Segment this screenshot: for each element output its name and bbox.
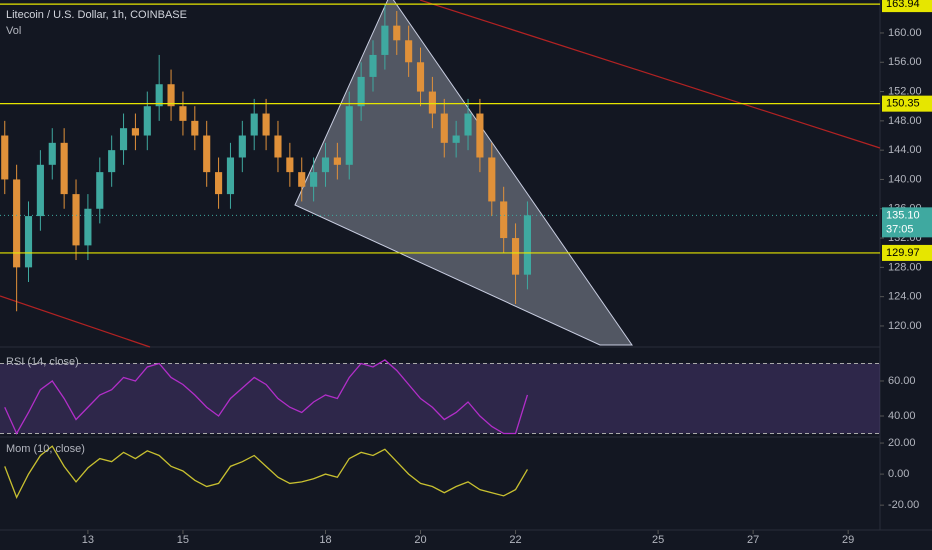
x-tick-label: 25 [652,534,664,546]
candle-body [381,25,389,55]
indicator-line [4,359,529,435]
y-tick-label: 40.00 [888,410,916,422]
candle-body [143,106,151,136]
y-tick-label: -20.00 [888,499,919,511]
trend-line [0,295,151,348]
rsi-band [0,363,880,434]
y-tick-label: 156.00 [888,56,922,68]
y-tick-label: 144.00 [888,144,922,156]
level-label: 129.97 [886,247,920,259]
candle-body [440,113,448,143]
x-tick-label: 15 [177,534,189,546]
candle-body [369,54,377,77]
candle-body [286,157,294,173]
y-tick-label: 120.00 [888,320,922,332]
y-tick-label: 124.00 [888,291,922,303]
triangle-drawing [294,0,633,346]
y-tick-label: 128.00 [888,261,922,273]
x-tick-label: 18 [319,534,331,546]
x-tick-label: 27 [747,534,759,546]
candle-body [238,135,246,158]
candle-body [262,113,270,136]
candle-body [24,216,33,268]
candle-body [48,142,56,165]
candle-body [321,157,330,173]
y-tick-label: 152.00 [888,85,922,97]
candle-body [60,142,68,195]
candle-body [405,40,413,63]
candle-body [13,179,21,268]
volume-label: Vol [6,25,21,37]
y-tick-label: 0.00 [888,468,909,480]
candle-body [1,135,9,180]
candle-body [476,113,484,158]
candle-body [36,164,44,217]
candle-body [119,128,128,151]
candle-body [511,238,520,275]
x-tick-label: 20 [414,534,426,546]
candle-body [333,157,341,165]
candle-body [226,157,235,195]
candle-body [203,135,211,173]
indicator-line [4,445,528,499]
y-tick-label: 160.00 [888,27,922,39]
candle-body [274,135,282,158]
level-label-box [882,95,932,112]
candle-body [131,128,139,136]
candle-body [523,215,531,275]
level-label-box [882,0,932,13]
y-tick-label: 60.00 [888,375,916,387]
candle-body [167,84,175,107]
trend-line [419,0,881,149]
x-tick-label: 13 [82,534,94,546]
candle-body [416,62,425,92]
candle-body [393,25,401,41]
candle-body [191,120,199,136]
candle-body [310,172,318,187]
candle-body [428,91,436,114]
y-tick-label: 20.00 [888,437,916,449]
candle-body [452,135,460,143]
last-price-box [882,207,932,238]
last-price-label: 135.10 [886,209,920,221]
rsi-title: RSI (14, close) [6,356,79,368]
level-label-box [882,244,932,261]
candle-body [500,201,508,239]
candle-body [215,172,223,195]
plot-layer [0,3,880,499]
mom-title: Mom (10, close) [6,443,85,455]
y-tick-label: 140.00 [888,173,922,185]
candle-body [250,113,258,136]
candle-body [357,76,365,107]
candle-body [464,113,472,136]
y-tick-label: 148.00 [888,115,922,127]
candle-body [488,157,496,202]
level-label: 163.94 [886,0,920,10]
candle-body [345,106,353,165]
candle-body [96,172,104,209]
x-tick-label: 22 [509,534,521,546]
candle-body [108,150,116,173]
candle-body [72,194,80,246]
candle-body [84,208,92,246]
x-tick-label: 29 [842,534,854,546]
candle-body [179,106,187,121]
countdown: 37:05 [886,223,914,235]
candle-body [298,172,306,187]
candle-body [155,84,163,107]
chart-title: Litecoin / U.S. Dollar, 1h, COINBASE [6,9,187,21]
level-label: 150.35 [886,98,920,110]
